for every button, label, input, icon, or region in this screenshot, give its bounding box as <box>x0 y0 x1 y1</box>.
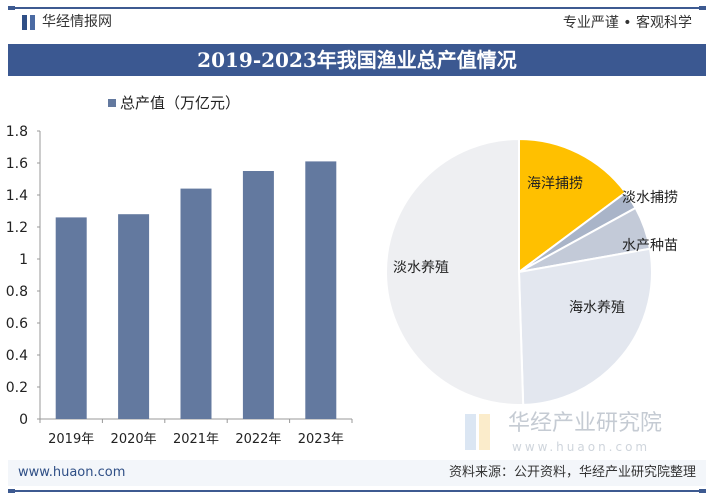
legend-label: 总产值（万亿元） <box>120 94 241 112</box>
x-tick-label: 2021年 <box>173 432 219 447</box>
legend: 总产值（万亿元） <box>108 94 240 112</box>
pie-label: 海洋捕捞 <box>527 176 583 192</box>
y-tick-label: 1.8 <box>6 124 28 140</box>
x-tick-label: 2023年 <box>298 432 344 447</box>
watermark-url: www.huaon.com <box>512 440 651 454</box>
legend-swatch <box>108 99 116 107</box>
slogan: 专业严谨 • 客观科学 <box>562 15 692 31</box>
bottom-divider <box>8 489 706 493</box>
bar-2023年 <box>305 161 337 419</box>
chart-title: 2019-2023年我国渔业总产值情况 <box>8 44 706 76</box>
top-divider <box>8 6 706 10</box>
x-tick-label: 2020年 <box>111 432 157 447</box>
x-tick-label: 2019年 <box>48 432 94 447</box>
footer: www.huaon.com 资料来源：公开资料，华经产业研究院整理 <box>8 460 706 486</box>
bar-2021年 <box>180 188 212 419</box>
pie-label: 淡水养殖 <box>393 259 449 276</box>
pie-label: 海水养殖 <box>569 299 625 316</box>
x-tick-label: 2022年 <box>235 432 281 447</box>
y-tick-label: 0 <box>19 412 28 428</box>
y-tick-label: 0.4 <box>6 348 28 364</box>
pie-slice-淡水养殖 <box>385 137 525 406</box>
y-tick-label: 1.6 <box>6 156 28 172</box>
bar-2022年 <box>242 171 274 419</box>
watermark-logo-icon <box>465 414 495 450</box>
footer-source: 资料来源：公开资料，华经产业研究院整理 <box>448 465 696 480</box>
y-tick-label: 0.8 <box>6 284 28 300</box>
y-tick-label: 1.2 <box>6 220 28 236</box>
watermark-name: 华经产业研究院 <box>508 411 663 436</box>
y-tick-label: 0.6 <box>6 316 28 332</box>
pie-label: 水产种苗 <box>622 238 678 254</box>
y-tick-label: 0.2 <box>6 380 28 396</box>
pie-label: 淡水捕捞 <box>622 190 678 206</box>
brand-logo-icon <box>22 14 36 30</box>
brand-name: 华经情报网 <box>42 14 112 30</box>
bar-2019年 <box>55 217 87 419</box>
y-tick-label: 1 <box>19 252 28 268</box>
footer-website[interactable]: www.huaon.com <box>18 465 126 480</box>
pie-slice-海洋捕捞 <box>518 137 628 274</box>
pie-slice-海水养殖 <box>517 247 653 406</box>
brand: 华经情报网 <box>22 13 112 31</box>
bar-2020年 <box>118 214 150 419</box>
y-tick-label: 1.4 <box>6 188 28 204</box>
